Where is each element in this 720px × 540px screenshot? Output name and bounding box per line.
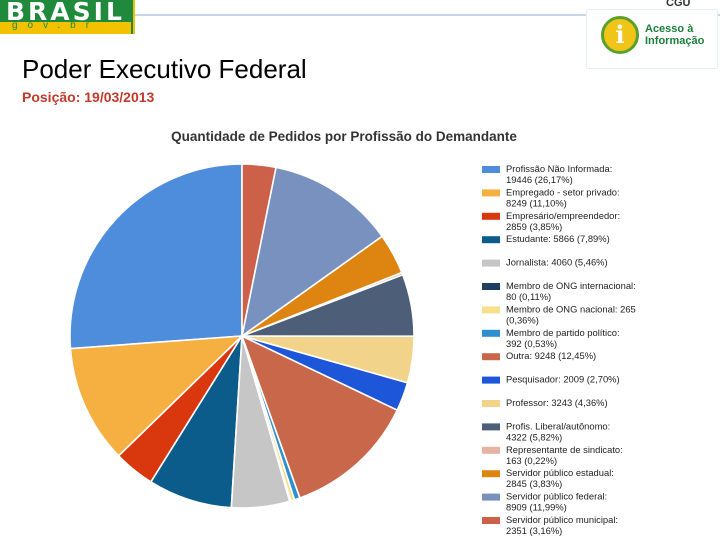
legend-label-9: Pesquisador: 2009 (2,70%)	[506, 374, 620, 385]
page-title: Poder Executivo Federal	[22, 54, 307, 84]
legend-swatch-12	[482, 446, 500, 454]
legend-swatch-10	[482, 400, 500, 407]
legend-detail-14: 8909 (11,99%)	[506, 502, 567, 513]
legend-swatch-4	[482, 259, 500, 267]
legend-label-13: Servidor público estadual:	[506, 467, 614, 478]
legend-label-6: Membro de ONG nacional: 265	[506, 303, 636, 314]
pie-slices	[69, 163, 415, 509]
legend-swatch-5	[482, 283, 500, 290]
legend-swatch-11	[482, 423, 500, 431]
legend-detail-1: 8249 (11,10%)	[506, 197, 567, 208]
legend-label-7: Membro de partido político:	[506, 327, 620, 338]
pie-slice-15[interactable]	[241, 163, 277, 337]
legend-swatch-3	[482, 236, 500, 244]
legend-label-4: Jornalista: 4060 (5,46%)	[506, 257, 608, 268]
legend-detail-5: 80 (0,11%)	[506, 291, 551, 302]
legend-label-11: Profis. Liberal/autônomo:	[506, 420, 610, 431]
acesso-informacao-logo[interactable]: i Acesso à Informação	[586, 9, 718, 69]
header-divider	[132, 14, 720, 16]
legend-label-1: Empregado - setor privado:	[506, 186, 620, 197]
pie-slice-1[interactable]	[69, 335, 245, 457]
legend-label-14: Servidor público federal:	[506, 491, 607, 502]
legend-swatch-15	[482, 517, 500, 524]
position-date: Posição: 19/03/2013	[22, 89, 155, 105]
legend-detail-7: 392 (0,53%)	[506, 338, 557, 349]
brasil-logo-stripe	[0, 22, 131, 34]
legend-detail-13: 2845 (3,83%)	[506, 478, 562, 489]
legend-swatch-13	[482, 470, 500, 478]
pie-slice-0[interactable]	[69, 163, 243, 350]
legend-label-3: Estudante: 5866 (7,89%)	[506, 233, 610, 244]
legend-label-0: Profissão Não Informada:	[506, 163, 612, 174]
brasil-logo-word: BRASIL	[6, 0, 125, 26]
legend-swatch-8	[482, 353, 500, 361]
legend-swatch-2	[482, 212, 500, 220]
info-icon: i	[601, 16, 639, 54]
legend-label-15: Servidor público municipal:	[506, 514, 618, 525]
legend-swatch-9	[482, 376, 500, 384]
legend-detail-12: 163 (0,22%)	[506, 455, 557, 466]
legend-swatch-1	[482, 189, 500, 197]
legend-swatch-6	[482, 306, 500, 314]
brasil-logo-sub: gov.br	[12, 20, 100, 31]
legend-swatch-7	[482, 329, 500, 337]
legend-detail-11: 4322 (5,82%)	[506, 431, 562, 442]
chart-title: Quantidade de Pedidos por Profissão do D…	[171, 129, 517, 144]
legend-detail-15: 2351 (3,16%)	[506, 525, 562, 536]
legend-detail-2: 2859 (3,85%)	[506, 221, 562, 232]
legend-detail-0: 19446 (26,17%)	[506, 174, 573, 185]
brasil-gov-logo[interactable]: BRASIL gov.br	[0, 0, 135, 34]
pie-slice-8[interactable]	[240, 334, 399, 499]
legend-label-10: Professor: 3243 (4,36%)	[506, 397, 608, 408]
legend-detail-6: (0,36%)	[506, 314, 539, 325]
legend-swatch-0	[482, 166, 500, 173]
chart-legend: Profissão Não Informada:19446 (26,17%)Em…	[482, 163, 636, 536]
legend-swatch-14	[482, 493, 500, 501]
pie-slice-14[interactable]	[240, 166, 384, 338]
legend-label-5: Membro de ONG internacional:	[506, 280, 636, 291]
top-bar: BRASIL gov.br CGU	[0, 0, 720, 34]
legend-label-8: Outra: 9248 (12,45%)	[506, 350, 596, 361]
legend-label-12: Representante de sindicato:	[506, 444, 623, 455]
cgu-label: CGU	[666, 0, 691, 9]
acesso-informacao-text: Acesso à Informação	[645, 23, 705, 47]
legend-label-2: Empresário/empreendedor:	[506, 210, 620, 221]
